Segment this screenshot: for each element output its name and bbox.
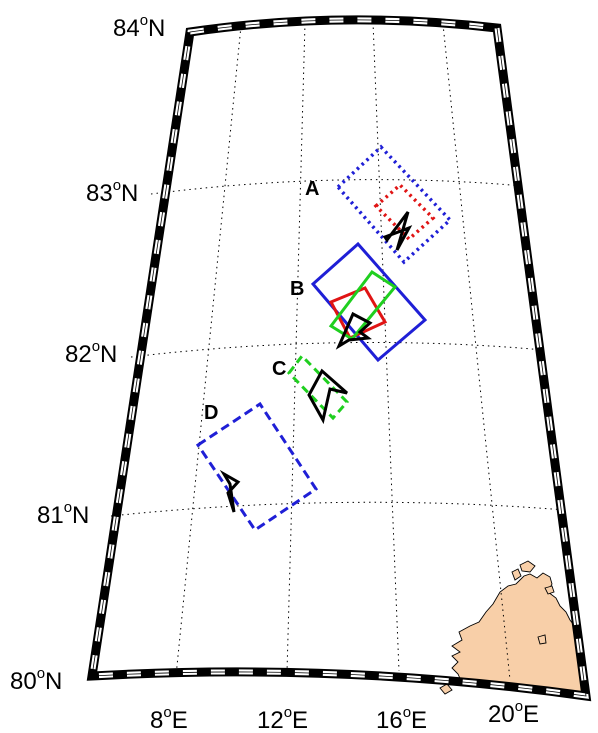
lon-label-12: 12oE: [257, 704, 308, 733]
lon-labels: 8oE 12oE 16oE 20oE: [150, 698, 539, 733]
region-c: C: [272, 353, 350, 425]
region-a-label: A: [305, 178, 319, 200]
region-c-alt-box: [287, 353, 350, 421]
lat-label-82: 82oN: [65, 338, 117, 368]
region-b-label: B: [290, 278, 304, 300]
region-d-outer-box: [195, 401, 319, 533]
lat-label-84: 84oN: [113, 12, 165, 42]
land-svalbard: [439, 560, 586, 695]
region-a-track: [382, 211, 413, 251]
region-c-label: C: [272, 358, 286, 380]
region-b: B: [290, 241, 428, 363]
lon-label-20: 20oE: [488, 698, 539, 728]
region-b-inner-box: [328, 286, 388, 340]
region-c-track: [307, 368, 348, 425]
region-d-label: D: [204, 402, 218, 424]
map-background: [92, 19, 586, 696]
lat-label-80: 80oN: [10, 665, 62, 695]
region-a-inner-box: [373, 182, 436, 242]
lat-label-83: 83oN: [86, 177, 138, 207]
lon-label-8: 8oE: [150, 704, 188, 733]
map-frame: [86, 15, 592, 702]
region-a: A: [305, 144, 453, 265]
lat-labels: 84oN 83oN 82oN 81oN 80oN: [10, 12, 165, 695]
lat-label-81: 81oN: [37, 499, 89, 529]
graticule: [110, 21, 566, 681]
region-a-outer-box: [335, 144, 453, 265]
region-b-track: [335, 311, 373, 350]
region-d: D: [195, 401, 319, 533]
region-d-track: [219, 469, 241, 513]
lon-label-16: 16oE: [376, 704, 427, 733]
